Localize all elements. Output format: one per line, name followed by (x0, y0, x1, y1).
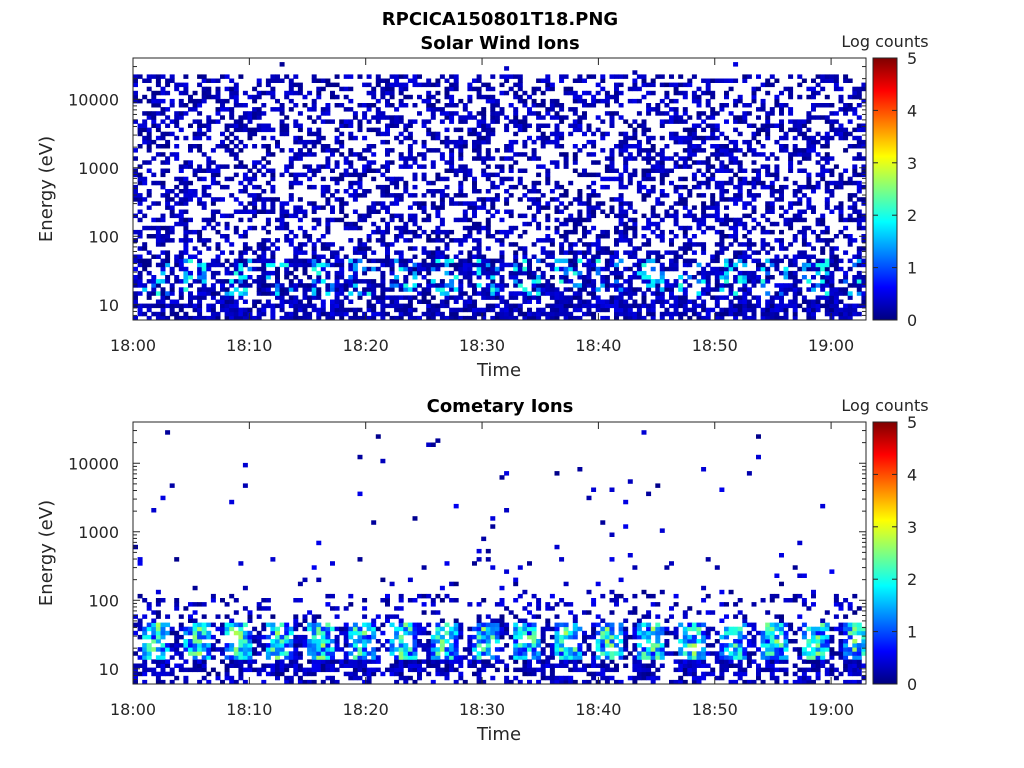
y-axis-label: Energy (eV) (36, 136, 57, 242)
colorbar-gradient (872, 57, 898, 321)
x-tick-label: 18:10 (226, 336, 272, 355)
colorbar-tick-label: 5 (907, 49, 917, 68)
colorbar-tick-label: 1 (907, 259, 917, 278)
colorbar-label: Log counts (841, 396, 928, 415)
x-axis-label: Time (476, 360, 521, 381)
panel-title: Cometary Ions (427, 396, 574, 417)
x-tick-label: 18:40 (575, 700, 621, 719)
colorbar-tick-label: 0 (907, 675, 917, 694)
y-tick-label: 100 (88, 227, 119, 246)
colorbar-tick-label: 3 (907, 518, 917, 537)
x-tick-label: 18:30 (459, 700, 505, 719)
x-tick-label: 19:00 (808, 336, 854, 355)
x-tick-label: 18:50 (692, 700, 738, 719)
colorbar-tick-label: 2 (907, 206, 917, 225)
colorbar-tick-label: 2 (907, 570, 917, 589)
x-tick-label: 18:00 (110, 336, 156, 355)
colorbar-ticks: 0 1 2 3 4 5 (873, 413, 917, 694)
colorbar-tick-label: 4 (907, 101, 917, 120)
y-tick-label: 1000 (78, 523, 119, 542)
figure-title: RPCICA150801T18.PNG (382, 9, 618, 30)
spectrogram-solar-wind (133, 62, 867, 321)
plot-frame (132, 57, 867, 321)
axes-solar-wind: 10 100 1000 10000 18:00 18:10 18:20 18:30 18:40 1… (68, 57, 866, 355)
panel-title: Solar Wind Ions (420, 33, 579, 54)
x-axis-label: Time (476, 724, 521, 745)
colorbar: Log counts 0 1 2 3 4 5 (841, 32, 928, 330)
x-tick-label: 18:50 (692, 336, 738, 355)
colorbar-tick-label: 1 (907, 623, 917, 642)
colorbar-tick-label: 0 (907, 311, 917, 330)
x-tick-label: 18:20 (343, 700, 389, 719)
plot-frame (132, 421, 867, 685)
y-tick-label: 10 (99, 660, 119, 679)
colorbar-tick-label: 4 (907, 465, 917, 484)
x-tick-label: 18:00 (110, 700, 156, 719)
y-tick-label: 10 (99, 296, 119, 315)
axes-cometary: 10 100 1000 10000 18:00 18:10 18:20 18:30 18:40 1… (68, 421, 866, 719)
colorbar-tick-label: 5 (907, 413, 917, 432)
colorbar-gradient (872, 421, 898, 685)
x-tick-label: 18:30 (459, 336, 505, 355)
y-axis-label: Energy (eV) (36, 500, 57, 606)
x-tick-label: 18:40 (575, 336, 621, 355)
colorbar-ticks: 0 1 2 3 4 5 (873, 49, 917, 330)
y-tick-label: 100 (88, 591, 119, 610)
colorbar-tick-label: 3 (907, 154, 917, 173)
x-tick-label: 19:00 (808, 700, 854, 719)
y-tick-label: 10000 (68, 454, 119, 473)
colorbar: Log counts 0 1 2 3 4 5 (841, 396, 928, 694)
colorbar-label: Log counts (841, 32, 928, 51)
spectrogram-cometary (133, 430, 867, 685)
x-tick-label: 18:20 (343, 336, 389, 355)
y-tick-label: 10000 (68, 90, 119, 109)
y-tick-label: 1000 (78, 159, 119, 178)
x-tick-label: 18:10 (226, 700, 272, 719)
